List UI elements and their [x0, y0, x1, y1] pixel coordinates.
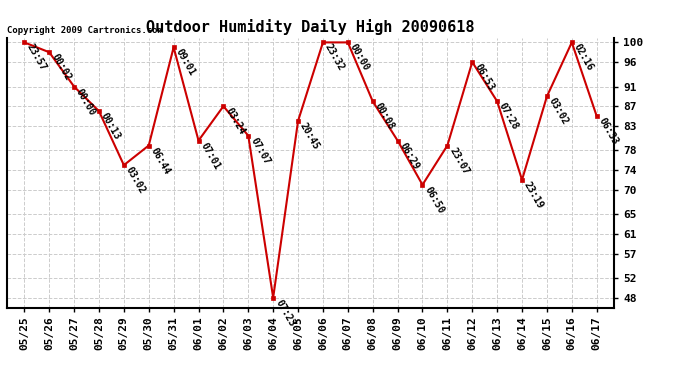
Text: 06:29: 06:29 — [397, 141, 421, 171]
Title: Outdoor Humidity Daily High 20090618: Outdoor Humidity Daily High 20090618 — [146, 19, 475, 35]
Text: 07:23: 07:23 — [273, 298, 297, 328]
Text: 00:13: 00:13 — [99, 111, 122, 142]
Text: 07:01: 07:01 — [199, 141, 222, 171]
Text: 23:19: 23:19 — [522, 180, 545, 210]
Text: 23:32: 23:32 — [323, 42, 346, 73]
Text: 20:45: 20:45 — [298, 121, 322, 152]
Text: 03:02: 03:02 — [124, 165, 147, 196]
Text: 00:08: 00:08 — [373, 101, 396, 132]
Text: 23:07: 23:07 — [447, 146, 471, 176]
Text: 09:01: 09:01 — [174, 47, 197, 78]
Text: 07:28: 07:28 — [497, 101, 520, 132]
Text: 06:50: 06:50 — [422, 185, 446, 215]
Text: 23:57: 23:57 — [24, 42, 48, 73]
Text: 02:16: 02:16 — [572, 42, 595, 73]
Text: 00:02: 00:02 — [49, 52, 72, 82]
Text: 03:02: 03:02 — [547, 96, 570, 127]
Text: 07:07: 07:07 — [248, 136, 272, 166]
Text: 06:44: 06:44 — [149, 146, 172, 176]
Text: 00:00: 00:00 — [74, 87, 97, 117]
Text: 06:33: 06:33 — [597, 116, 620, 147]
Text: 06:53: 06:53 — [472, 62, 495, 93]
Text: 03:24: 03:24 — [224, 106, 247, 136]
Text: Copyright 2009 Cartronics.com: Copyright 2009 Cartronics.com — [7, 26, 163, 35]
Text: 00:00: 00:00 — [348, 42, 371, 73]
